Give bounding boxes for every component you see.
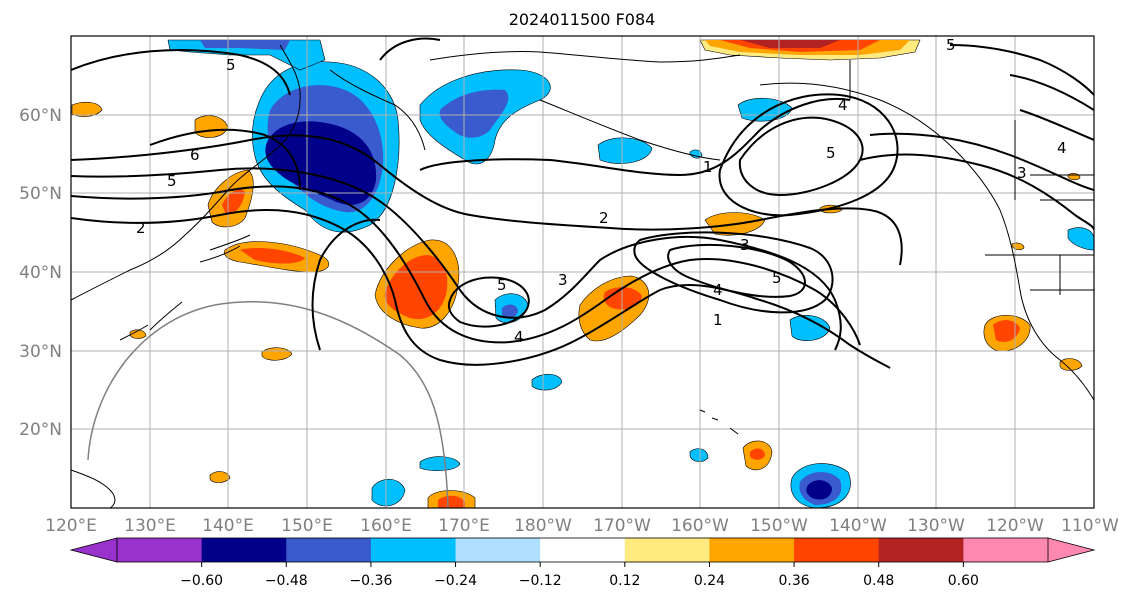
contour-label: 5	[826, 144, 836, 162]
height-contours	[71, 37, 1094, 369]
colorbar-segment	[201, 538, 287, 562]
contour-label: 4	[713, 281, 723, 299]
lat-label-30n: 30°N	[19, 342, 62, 362]
latitude-labels: 20°N 30°N 40°N 50°N 60°N	[19, 106, 62, 440]
contour-label: 3	[1017, 164, 1027, 182]
lon-label: 110°W	[1061, 516, 1119, 536]
lon-label: 170°E	[438, 516, 490, 536]
colorbar-tick-label: 0.24	[694, 573, 725, 589]
colorbar-segment	[963, 538, 1049, 562]
contour-label: 4	[1057, 139, 1067, 157]
contour-label: 5	[946, 36, 956, 54]
contour-label: 3	[558, 271, 568, 289]
longitude-labels: 120°E 130°E 140°E 150°E 160°E 170°E 180°…	[45, 516, 1119, 536]
lon-label: 130°E	[124, 516, 176, 536]
figure-title: 2024011500 F084	[509, 10, 656, 29]
contour-labels: 5 6 5 2 2 3 5 4 3 4 5 1 1 4 5 3 4 5	[136, 36, 1067, 346]
lon-label: 160°W	[671, 516, 729, 536]
colorbar-segment	[370, 538, 457, 562]
colorbar-tick-label: −0.24	[434, 573, 477, 589]
lat-label-50n: 50°N	[19, 184, 62, 204]
lon-label: 120°W	[986, 516, 1044, 536]
colorbar-segment	[709, 538, 795, 562]
lon-label: 150°W	[750, 516, 808, 536]
lon-label: 180°W	[514, 516, 572, 536]
colorbar-tick-label: 0.60	[948, 573, 979, 589]
contour-label: 5	[772, 269, 782, 287]
contour-label: 5	[226, 56, 236, 74]
lon-label: 140°E	[202, 516, 254, 536]
contour-label: 1	[713, 311, 723, 329]
colorbar-extend-low	[69, 537, 118, 563]
lon-label: 150°E	[281, 516, 333, 536]
colorbar-segment	[878, 538, 964, 562]
coastlines	[71, 44, 1094, 508]
colorbar-tick-label: 0.48	[863, 573, 894, 589]
colorbar-tick-label: −0.60	[180, 573, 223, 589]
colorbar-tick-label: −0.12	[519, 573, 562, 589]
colorbar-segment	[455, 538, 541, 562]
colorbar-segment	[286, 538, 372, 562]
contour-label: 5	[167, 172, 177, 190]
contour-label: 4	[514, 328, 524, 346]
colorbar-tick-label: 0.36	[779, 573, 810, 589]
colorbar-extend-high	[1047, 537, 1096, 563]
colorbar-ticks: −0.60 −0.48 −0.36 −0.24 −0.12 0.12 0.24 0.36 0.4…	[180, 562, 979, 589]
shaded-anomalies	[71, 39, 1094, 508]
lat-label-20n: 20°N	[19, 420, 62, 440]
contour-label: 2	[599, 209, 609, 227]
contour-label: 4	[838, 96, 848, 114]
colorbar: −0.60 −0.48 −0.36 −0.24 −0.12 0.12 0.24 0.36 0.4…	[69, 537, 1096, 589]
colorbar-segment	[624, 538, 710, 562]
colorbar-segment	[117, 538, 203, 562]
contour-label: 6	[190, 146, 200, 164]
great-circle-arc	[87, 301, 449, 508]
contour-label: 1	[703, 158, 713, 176]
lon-label: 160°E	[360, 516, 412, 536]
colorbar-tick-label: −0.36	[349, 573, 392, 589]
contour-label: 2	[136, 219, 146, 237]
colorbar-segment	[794, 538, 880, 562]
contour-label: 3	[740, 236, 750, 254]
colorbar-frame	[116, 537, 1049, 563]
gridlines	[71, 36, 1094, 508]
map-panel: 5 6 5 2 2 3 5 4 3 4 5 1 1 4 5 3 4 5	[71, 36, 1094, 508]
colorbar-tick-label: 0.12	[609, 573, 640, 589]
map-frame	[70, 35, 1095, 509]
colorbar-segments	[117, 538, 1049, 562]
contour-label: 5	[497, 276, 507, 294]
lon-label: 130°W	[907, 516, 965, 536]
lat-label-60n: 60°N	[19, 106, 62, 126]
lon-label: 170°W	[593, 516, 651, 536]
lon-label: 120°E	[45, 516, 97, 536]
lat-label-40n: 40°N	[19, 263, 62, 283]
lon-label: 140°W	[829, 516, 887, 536]
colorbar-tick-label: −0.48	[265, 573, 308, 589]
colorbar-segment	[540, 538, 626, 562]
